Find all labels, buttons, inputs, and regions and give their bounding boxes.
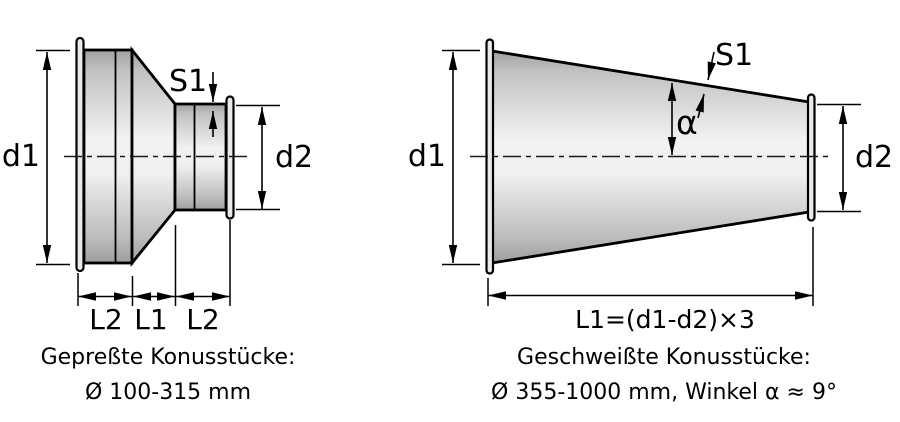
right-flange (806, 93, 816, 222)
alpha-label: α (676, 103, 698, 142)
left-caption-line2: Ø 100-315 mm (85, 380, 251, 405)
right-caption-line2: Ø 355-1000 mm, Winkel α ≈ 9° (491, 380, 837, 405)
d1-label: d1 (2, 139, 40, 174)
d2-label: d2 (855, 140, 893, 175)
left-flange (75, 36, 85, 273)
s1-arrow-up (695, 93, 705, 119)
pressed-cone-diagram: d1 d2 S1 L2 L1 L2 Gepreßte Konusstücke: … (2, 36, 313, 405)
l1-formula-label: L1=(d1-d2)×3 (575, 305, 755, 334)
d2-label: d2 (275, 140, 313, 175)
l2-right-label: L2 (186, 303, 219, 336)
welded-cone-diagram: d1 d2 S1 α L1=(d1-d2)×3 Geschweißte Konu… (408, 38, 893, 405)
right-flange (225, 95, 235, 220)
l2-left-label: L2 (89, 303, 122, 336)
s1-label: S1 (715, 38, 753, 73)
s1-label: S1 (169, 64, 207, 99)
right-caption-line1: Geschweißte Konusstücke: (517, 345, 811, 370)
s1-arrow-down (707, 51, 716, 81)
left-caption-line1: Gepreßte Konusstücke: (41, 345, 296, 370)
d1-label: d1 (408, 139, 446, 174)
l1-label: L1 (134, 303, 167, 336)
